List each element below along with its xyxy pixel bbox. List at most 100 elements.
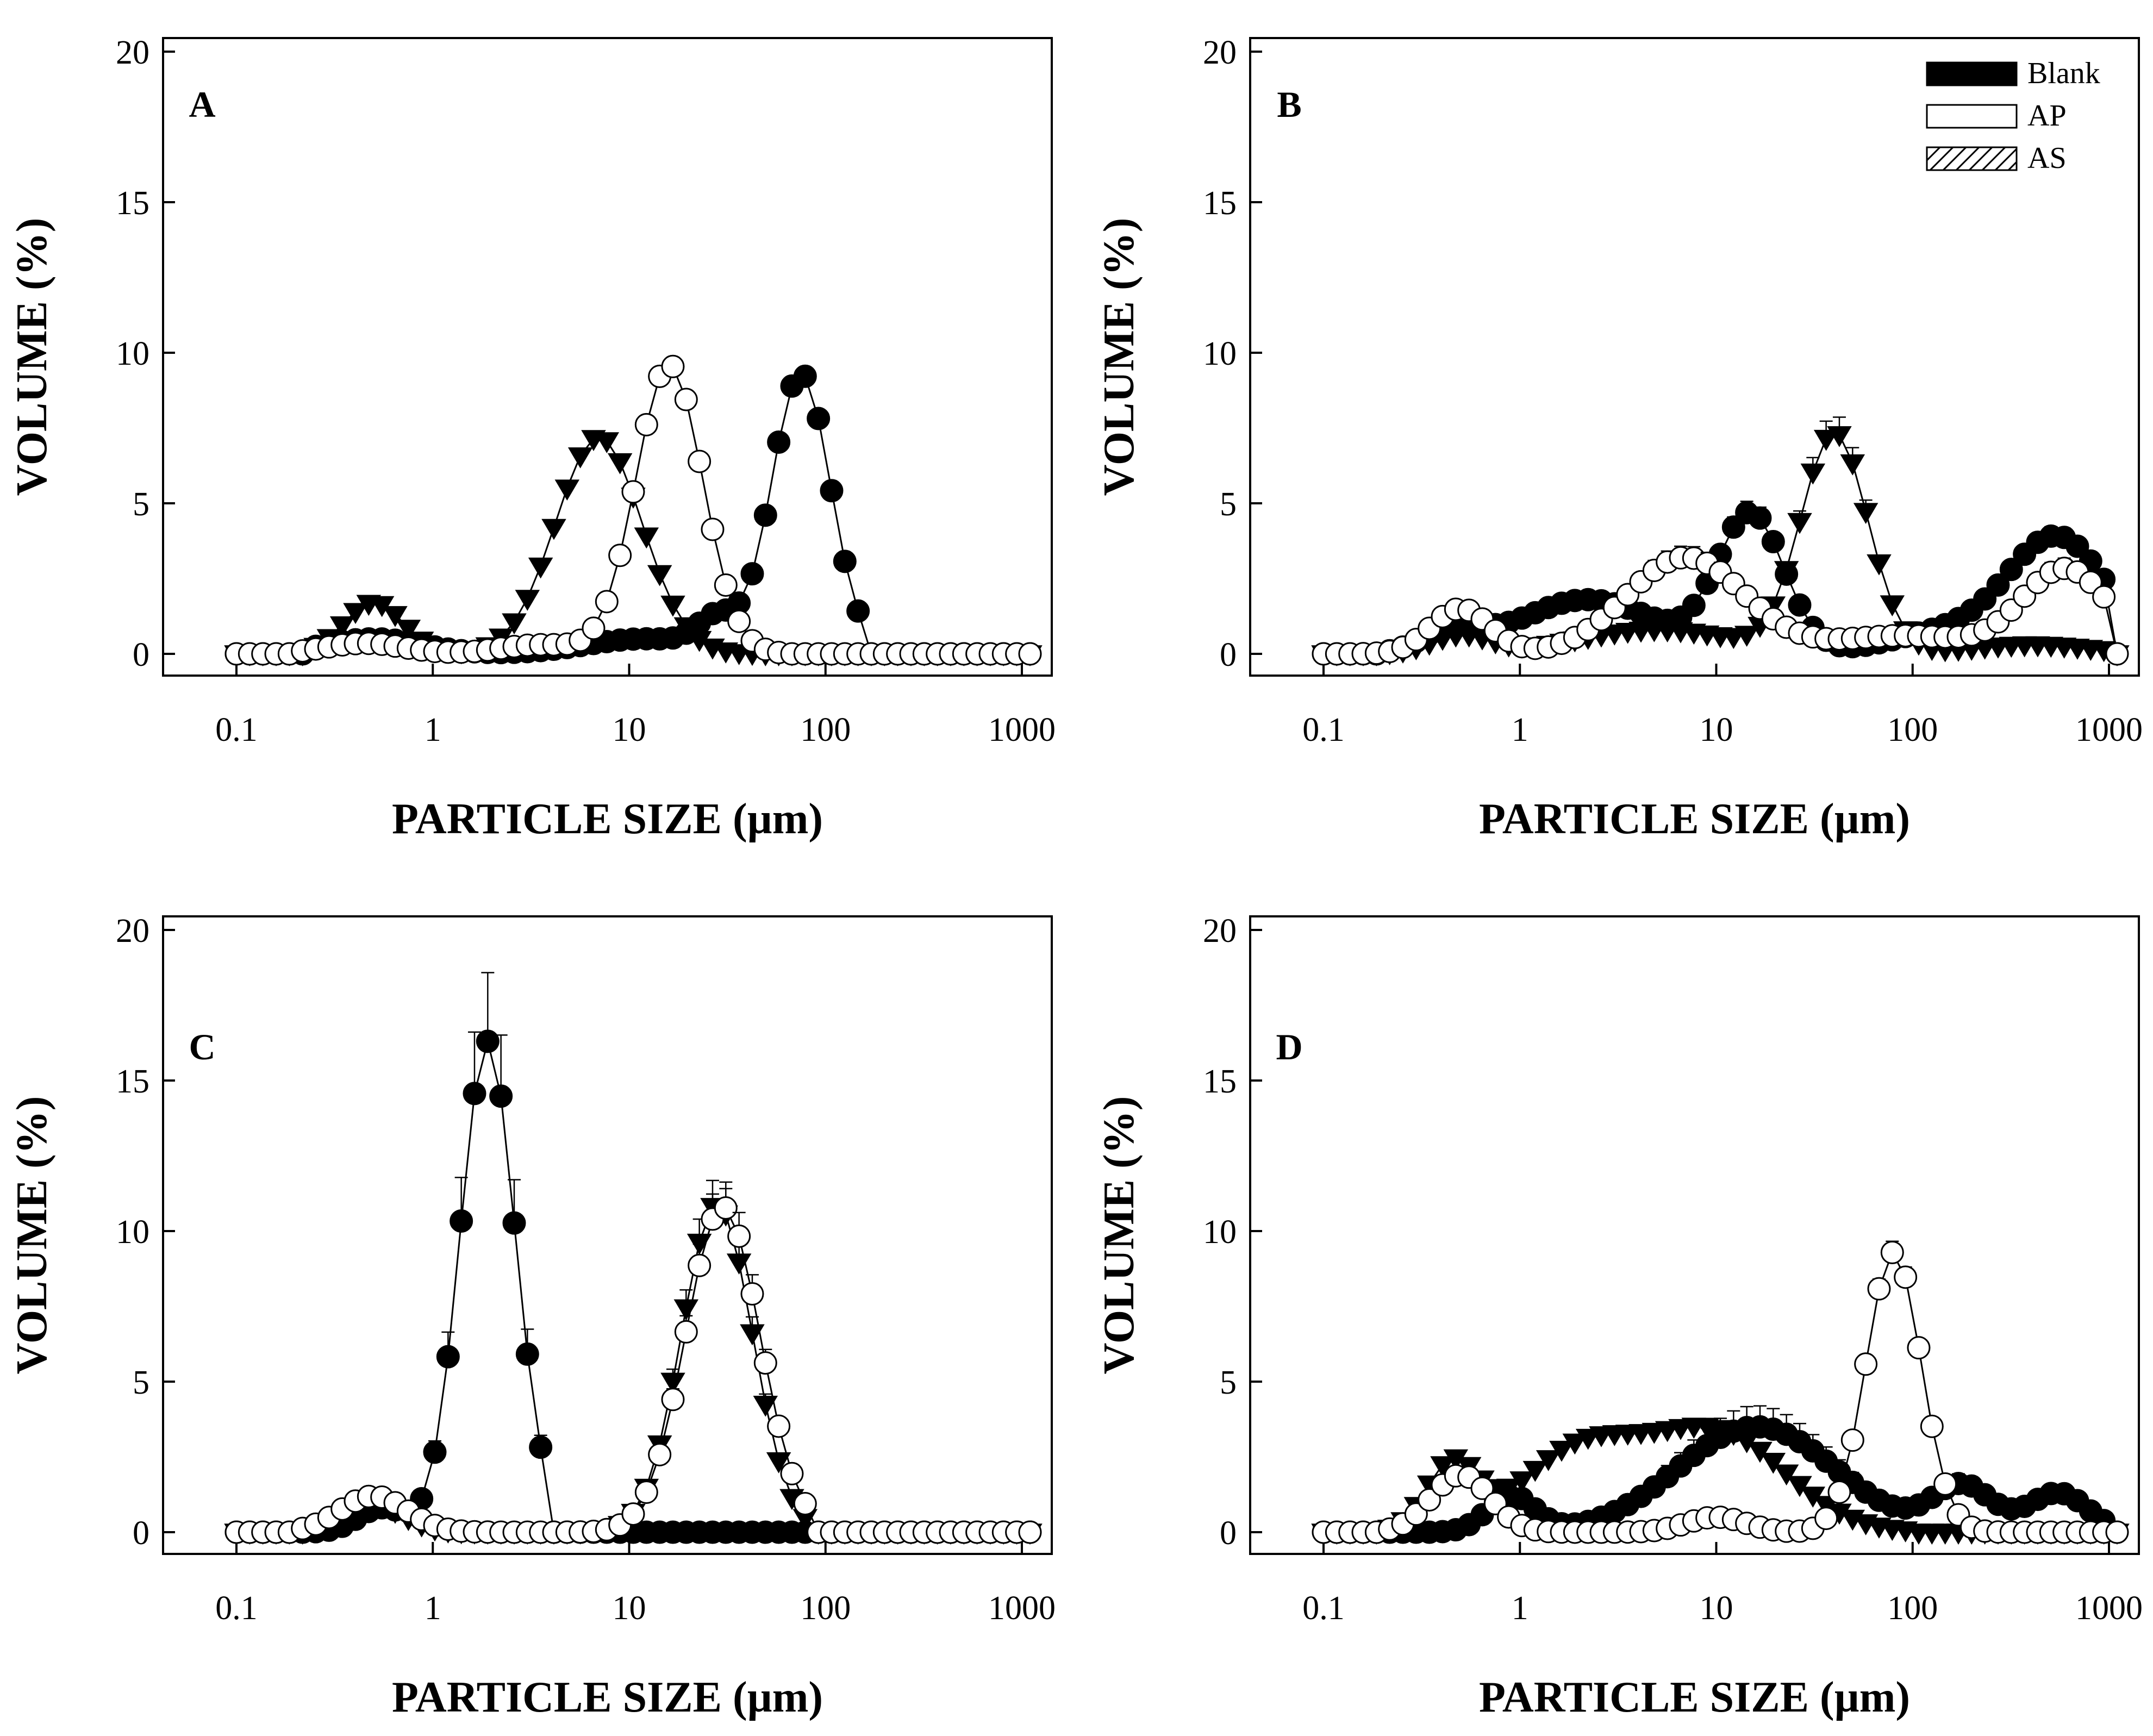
legend-swatch bbox=[1926, 61, 2018, 86]
x-tick-label: 0.1 bbox=[1302, 1590, 1345, 1627]
data-point bbox=[767, 1414, 791, 1438]
data-point bbox=[423, 1440, 447, 1464]
x-tick-label: 100 bbox=[1887, 711, 1938, 748]
data-point bbox=[515, 1342, 539, 1366]
panel-label: B bbox=[1277, 84, 1301, 125]
y-tick-label: 10 bbox=[1203, 1214, 1237, 1251]
data-point bbox=[1800, 463, 1826, 485]
y-tick-label: 20 bbox=[116, 913, 149, 950]
x-tick-label: 1 bbox=[1512, 1590, 1528, 1627]
data-point bbox=[1774, 1464, 1799, 1486]
y-tick-label: 15 bbox=[1203, 185, 1237, 222]
y-axis-title: VOLUME (%) bbox=[8, 1096, 56, 1375]
series-line bbox=[236, 1207, 1030, 1533]
data-point bbox=[329, 616, 355, 638]
data-point bbox=[1404, 1502, 1428, 1526]
data-point bbox=[634, 413, 658, 436]
data-point bbox=[594, 432, 620, 453]
y-tick-label: 5 bbox=[133, 486, 149, 523]
x-axis-title: PARTICLE SIZE (µm) bbox=[392, 1673, 823, 1721]
y-tick-label: 20 bbox=[1203, 34, 1237, 71]
data-point bbox=[2105, 642, 2129, 666]
x-tick-label: 1000 bbox=[988, 711, 1056, 748]
plot-frame bbox=[162, 915, 1053, 1555]
data-point bbox=[1827, 426, 1852, 447]
y-tick-label: 0 bbox=[133, 636, 149, 673]
data-point bbox=[753, 1351, 777, 1375]
x-axis-title: PARTICLE SIZE (µm) bbox=[1479, 795, 1910, 843]
data-point bbox=[1880, 595, 1905, 617]
data-point bbox=[1761, 1453, 1786, 1474]
data-point bbox=[661, 354, 685, 378]
data-point bbox=[1018, 1520, 1042, 1544]
data-point bbox=[714, 573, 738, 597]
data-point bbox=[1840, 454, 1865, 476]
data-point bbox=[529, 1435, 553, 1459]
x-tick-label: 1000 bbox=[988, 1590, 1056, 1627]
data-point bbox=[621, 480, 645, 504]
legend-label: AS bbox=[2027, 141, 2067, 175]
y-tick-label: 15 bbox=[116, 1063, 149, 1100]
data-point bbox=[793, 364, 817, 388]
data-point bbox=[660, 595, 685, 617]
data-point bbox=[833, 549, 857, 573]
data-point bbox=[621, 1502, 645, 1526]
data-point bbox=[714, 1196, 738, 1220]
series-blank bbox=[224, 972, 1042, 1544]
panel-label: D bbox=[1276, 1026, 1302, 1067]
data-point bbox=[554, 479, 580, 501]
data-point bbox=[1562, 1433, 1588, 1455]
legend-label: AP bbox=[2027, 99, 2067, 133]
data-point bbox=[1814, 1507, 1838, 1531]
data-point bbox=[727, 1224, 751, 1248]
data-point bbox=[701, 517, 725, 541]
data-point bbox=[463, 1082, 486, 1106]
data-point bbox=[753, 1395, 778, 1417]
y-tick-label: 10 bbox=[116, 1214, 149, 1251]
series-ap bbox=[224, 354, 1042, 666]
y-tick-label: 5 bbox=[1220, 486, 1237, 523]
data-point bbox=[1854, 1352, 1878, 1376]
data-point bbox=[727, 609, 751, 633]
data-point bbox=[1775, 562, 1799, 586]
data-point bbox=[1787, 513, 1812, 534]
data-point bbox=[1999, 558, 2023, 582]
data-point bbox=[528, 557, 553, 579]
data-point bbox=[2079, 570, 2102, 594]
y-tick-label: 20 bbox=[116, 34, 149, 71]
y-tick-label: 10 bbox=[116, 335, 149, 372]
data-point bbox=[1788, 593, 1812, 617]
y-axis-title: VOLUME (%) bbox=[1095, 218, 1143, 496]
data-point bbox=[1748, 506, 1772, 530]
data-point bbox=[1894, 1265, 1918, 1289]
data-point bbox=[1721, 515, 1745, 539]
data-point bbox=[1418, 1488, 1441, 1512]
chart-panel-B: 0 5 10 15 20 0.1 1 10 100 1000 PARTICLE SIZE (µm) V… bbox=[1095, 34, 2143, 843]
data-point bbox=[647, 565, 672, 586]
data-point bbox=[567, 447, 593, 469]
data-point bbox=[2105, 1520, 2129, 1544]
data-point bbox=[383, 606, 408, 627]
data-point bbox=[766, 1452, 791, 1473]
data-point bbox=[1787, 1476, 1812, 1497]
x-axis-title: PARTICLE SIZE (µm) bbox=[1479, 1673, 1910, 1721]
y-axis-title: VOLUME (%) bbox=[1095, 1096, 1143, 1375]
data-point bbox=[582, 616, 606, 640]
data-point bbox=[780, 1462, 804, 1485]
series-ap bbox=[224, 1181, 1042, 1544]
x-tick-label: 1000 bbox=[2075, 711, 2143, 748]
x-tick-label: 0.1 bbox=[1302, 711, 1345, 748]
y-tick-label: 5 bbox=[1220, 1364, 1237, 1401]
x-tick-label: 100 bbox=[800, 1590, 851, 1627]
x-tick-label: 0.1 bbox=[215, 711, 258, 748]
data-point bbox=[1920, 1414, 1944, 1438]
data-point bbox=[396, 620, 421, 641]
data-point bbox=[1509, 1471, 1534, 1493]
panel-label: C bbox=[189, 1026, 215, 1067]
data-point bbox=[1907, 1336, 1931, 1360]
legend: Blank AP AS bbox=[1926, 57, 2100, 175]
data-point bbox=[1018, 642, 1042, 666]
data-point bbox=[661, 1388, 685, 1412]
y-tick-label: 15 bbox=[116, 185, 149, 222]
